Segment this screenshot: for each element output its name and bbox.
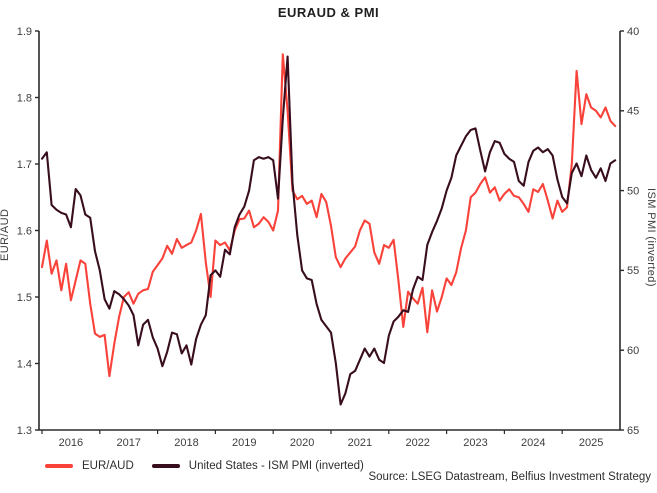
right-axis-tick-label: 55 bbox=[627, 265, 639, 277]
x-axis-tick-label: 2016 bbox=[59, 437, 83, 449]
right-axis-tick-label: 40 bbox=[627, 26, 639, 38]
euraud-line-swatch bbox=[45, 464, 73, 468]
right-axis-tick-label: 50 bbox=[627, 185, 639, 197]
chart-legend: EUR/AUD United States - ISM PMI (inverte… bbox=[45, 460, 382, 472]
left-axis-tick-label: 1.8 bbox=[17, 92, 32, 104]
left-axis-tick-label: 1.4 bbox=[17, 358, 32, 370]
source-note: Source: LSEG Datastream, Belfius Investm… bbox=[368, 471, 651, 483]
x-axis-tick-label: 2018 bbox=[174, 437, 198, 449]
left-axis-tick-label: 1.6 bbox=[17, 225, 32, 237]
x-axis-tick-label: 2017 bbox=[116, 437, 140, 449]
x-axis-tick-label: 2025 bbox=[579, 437, 603, 449]
right-axis-tick-label: 65 bbox=[627, 425, 639, 437]
legend-label-euraud: EUR/AUD bbox=[82, 460, 134, 472]
legend-item-ism-pmi: United States - ISM PMI (inverted) bbox=[151, 460, 364, 472]
left-axis-tick-label: 1.7 bbox=[17, 159, 32, 171]
x-axis-tick-label: 2023 bbox=[463, 437, 487, 449]
x-axis-tick-label: 2020 bbox=[290, 437, 314, 449]
legend-item-euraud: EUR/AUD bbox=[45, 460, 134, 472]
right-axis-tick-label: 60 bbox=[627, 345, 639, 357]
x-axis-tick-label: 2024 bbox=[521, 437, 545, 449]
legend-label-ism-pmi: United States - ISM PMI (inverted) bbox=[188, 460, 364, 472]
left-axis-tick-label: 1.3 bbox=[17, 425, 32, 437]
axis-frame bbox=[38, 31, 621, 431]
x-axis-tick-label: 2019 bbox=[232, 437, 256, 449]
euraud-line bbox=[40, 53, 617, 378]
ism-pmi-line bbox=[40, 55, 617, 406]
right-axis-tick-label: 45 bbox=[627, 106, 639, 118]
x-axis-tick-label: 2021 bbox=[348, 437, 372, 449]
x-axis-tick-label: 2022 bbox=[405, 437, 429, 449]
right-axis-title: ISM PMI (inverted) bbox=[645, 188, 657, 287]
chart-title: EURAUD & PMI bbox=[277, 5, 380, 20]
left-axis-tick-label: 1.5 bbox=[17, 292, 32, 304]
ism-pmi-line-swatch bbox=[151, 464, 180, 468]
left-axis-tick-label: 1.9 bbox=[17, 26, 32, 38]
